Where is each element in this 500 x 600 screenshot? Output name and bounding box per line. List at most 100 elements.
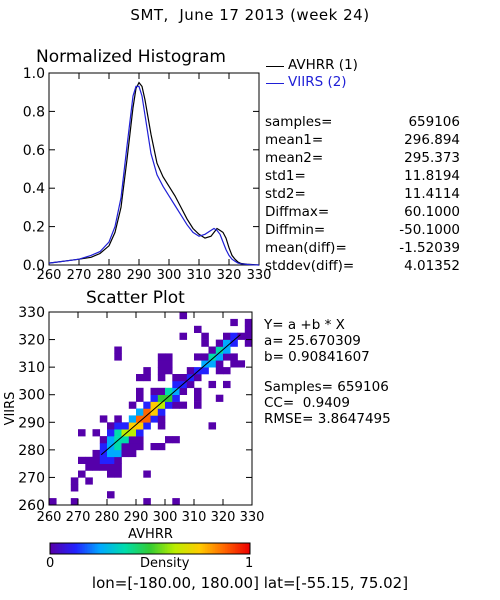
histogram-frame: [48, 72, 260, 266]
x-tick-label: 320: [211, 510, 236, 525]
stats-value: 295.373: [404, 150, 460, 166]
density-cell: [157, 360, 166, 368]
legend-line-avhrr: [266, 66, 284, 67]
colorbar-cell: [81, 543, 84, 554]
density-cell: [172, 394, 180, 402]
x-tick-label: 330: [240, 510, 265, 525]
colorbar-cell: [120, 543, 123, 554]
density-cell: [70, 498, 79, 506]
density-cell: [121, 436, 130, 444]
colorbar-cell: [248, 543, 251, 554]
density-cell: [165, 387, 173, 395]
density-cell: [121, 449, 130, 458]
density-cell: [121, 429, 130, 437]
colorbar-cell: [205, 543, 208, 554]
colorbar-cell: [163, 543, 166, 554]
density-cell: [172, 436, 180, 444]
x-tick-label: 260: [37, 268, 62, 283]
density-cell: [136, 443, 144, 451]
colorbar-cell: [60, 543, 63, 554]
colorbar-cell: [225, 543, 228, 554]
density-cell: [128, 422, 137, 430]
colorbar-cell: [90, 543, 93, 554]
density-cell: [172, 374, 180, 382]
density-cell: [223, 367, 231, 375]
colorbar-cell: [110, 543, 113, 554]
colorbar-cell: [166, 543, 169, 554]
density-cell: [157, 408, 166, 416]
density-cell: [107, 470, 115, 478]
density-cell: [194, 367, 202, 375]
histogram-lines: [48, 81, 260, 266]
density-cell: [107, 436, 115, 444]
colorbar-cell: [63, 543, 66, 554]
stats-value: -1.52039: [399, 240, 460, 256]
colorbar-cell: [131, 543, 134, 554]
colorbar-cell: [141, 543, 144, 554]
density-cell: [186, 380, 195, 389]
colorbar-cell: [196, 543, 199, 554]
colorbar-cell: [138, 543, 141, 554]
colorbar-cell: [231, 543, 234, 554]
y-tick-label: 310: [18, 360, 45, 376]
density-cell: [78, 470, 86, 478]
density-cell: [223, 353, 231, 361]
colorbar-cell: [140, 543, 143, 554]
colorbar-cell: [171, 543, 174, 554]
density-cell: [92, 449, 101, 458]
colorbar-cell: [238, 543, 241, 554]
histogram-axes: 0.0 0.2 0.4 0.6 0.8 1.0 260 270 280 290 300 310 320 3…: [23, 66, 272, 283]
colorbar-cell: [50, 543, 53, 554]
y-tick-label: 0.2: [23, 220, 45, 236]
density-cell: [150, 415, 159, 423]
stats-table: samples= 659106 mean1= 296.894 mean2= 295.3…: [265, 114, 460, 274]
colorbar-cell: [143, 543, 146, 554]
colorbar-cell: [220, 543, 223, 554]
colorbar-cell: [61, 543, 64, 554]
colorbar-cell: [240, 543, 243, 554]
density-cell: [215, 360, 224, 368]
colorbar-label: Density: [140, 556, 190, 571]
colorbar-cell: [151, 543, 154, 554]
series-line-viirs: [48, 85, 260, 266]
colorbar-frame: [49, 542, 251, 555]
colorbar-cell: [126, 543, 129, 554]
colorbar-cell: [175, 543, 178, 554]
density-cell: [215, 367, 224, 375]
colorbar-cell: [156, 543, 159, 554]
density-cell: [92, 456, 101, 464]
density-cell: [237, 332, 246, 340]
density-cell: [179, 312, 188, 320]
colorbar-cell: [161, 543, 164, 554]
density-cell: [208, 360, 217, 368]
density-cell: [114, 429, 122, 437]
colorbar-cell: [86, 543, 89, 554]
density-cell: [201, 339, 209, 347]
density-cell: [244, 318, 253, 327]
colorbar-cell: [125, 543, 128, 554]
density-cell: [136, 415, 144, 423]
fit-cc: CC= 0.9409: [264, 395, 350, 411]
colorbar-cell: [200, 543, 203, 554]
density-cell: [143, 408, 151, 416]
colorbar-cell: [83, 543, 86, 554]
density-cell: [157, 353, 166, 361]
colorbar-cell: [103, 543, 106, 554]
colorbar-cell: [96, 543, 99, 554]
colorbar-cell: [230, 543, 233, 554]
colorbar-cell: [190, 543, 193, 554]
colorbar-cell: [106, 543, 109, 554]
stats-label: stddev(diff)=: [265, 258, 355, 274]
colorbar: [49, 542, 251, 555]
density-cell: [230, 360, 238, 368]
colorbar-cell: [170, 543, 173, 554]
stats-label: samples=: [265, 114, 333, 130]
y-tick-label: 0.0: [23, 258, 45, 274]
x-tick-label: 310: [187, 268, 212, 283]
density-cell: [107, 449, 115, 458]
density-cell: [172, 380, 180, 389]
x-tick-label: 290: [124, 510, 149, 525]
colorbar-cell: [155, 543, 158, 554]
density-cell: [157, 387, 166, 395]
colorbar-cell: [216, 543, 219, 554]
